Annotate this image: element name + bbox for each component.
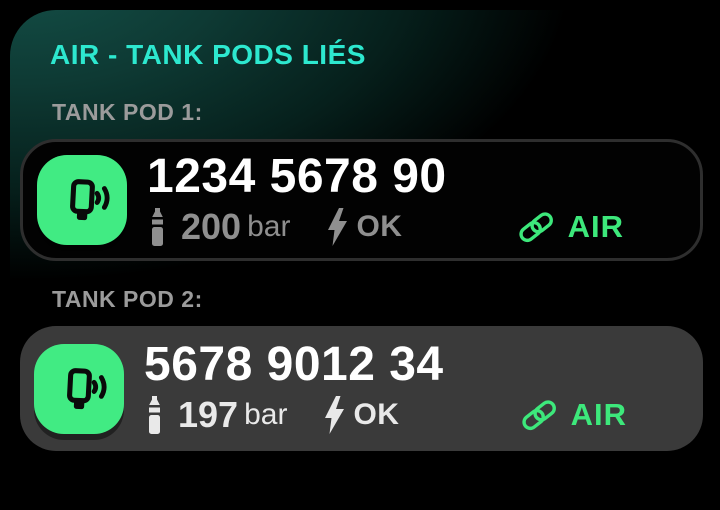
pressure-unit: bar [247,209,291,243]
air-link-label: AIR [570,397,627,432]
power-status: OK [356,209,403,243]
link-icon [516,207,556,247]
tank-pod-1-serial: 1234 5678 90 [147,149,447,203]
air-link-button[interactable]: AIR [519,395,627,435]
pressure-value: 197 [178,394,239,435]
tank-pod-2-serial: 5678 9012 34 [144,338,444,391]
tank-cylinder-icon [144,395,165,435]
tank-pod-1-card[interactable]: 1234 5678 90 200 bar [20,139,703,261]
tank-pod-icon [37,155,127,245]
tank-cylinder-icon [147,207,168,247]
air-link-button[interactable]: AIR [516,207,624,247]
page-title: AIR - TANK PODS LIÉS [50,39,366,70]
tank-pod-1-label: TANK POD 1: [52,99,203,125]
pod-transmitter-icon [50,360,108,418]
tank-pod-icon [34,343,124,434]
link-icon [519,395,559,435]
pressure-unit: bar [244,398,288,431]
tank-pod-2-label: TANK POD 2: [52,286,203,312]
tank-pod-1-content: 1234 5678 90 200 bar [147,149,624,249]
lightning-bolt-icon [325,396,345,434]
tank-pod-1-stats: 200 bar OK [147,205,624,249]
power-status: OK [353,398,400,431]
pod-transmitter-icon [53,171,111,229]
lightning-bolt-icon [328,207,348,246]
tank-pod-2-stats: 197 bar OK [144,393,627,437]
tank-pod-2-content: 5678 9012 34 197 bar [144,340,627,437]
tank-pod-2-card[interactable]: 5678 9012 34 197 bar [20,326,703,451]
air-link-label: AIR [567,208,624,244]
pressure-value: 200 [181,205,242,247]
